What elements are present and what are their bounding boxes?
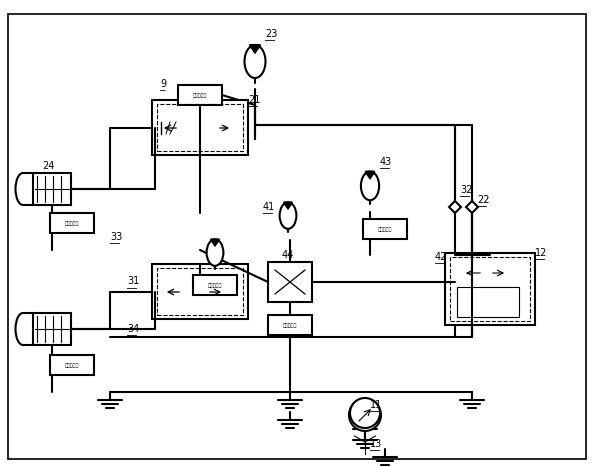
- Bar: [33, 313, 71, 345]
- Text: 43: 43: [380, 157, 392, 167]
- Ellipse shape: [245, 45, 265, 78]
- Circle shape: [349, 399, 381, 431]
- Text: 压力传感器: 压力传感器: [193, 92, 207, 98]
- Text: 压力传感器: 压力传感器: [378, 226, 392, 232]
- Bar: [33, 173, 71, 205]
- Text: 13: 13: [370, 439, 382, 449]
- Text: 21: 21: [248, 95, 261, 105]
- Bar: [193, 275, 237, 295]
- Text: 33: 33: [110, 232, 122, 242]
- Bar: [457, 287, 519, 317]
- Text: 42: 42: [435, 252, 447, 262]
- Text: 压力传感器: 压力传感器: [283, 323, 297, 327]
- Text: 34: 34: [127, 324, 139, 334]
- Bar: [50, 213, 94, 233]
- Polygon shape: [284, 202, 292, 208]
- Bar: [268, 315, 312, 335]
- Polygon shape: [211, 240, 219, 245]
- Polygon shape: [449, 201, 461, 213]
- Text: 压力传感器: 压力传感器: [208, 283, 222, 288]
- Text: 44: 44: [282, 250, 295, 260]
- Text: 22: 22: [477, 195, 490, 205]
- Bar: [363, 219, 407, 239]
- Ellipse shape: [206, 240, 223, 266]
- Text: 9: 9: [160, 79, 166, 89]
- Text: 压力传感器: 压力传感器: [65, 220, 79, 226]
- Bar: [157, 104, 243, 151]
- Circle shape: [350, 398, 380, 428]
- Text: 24: 24: [42, 161, 54, 171]
- Text: 压力传感器: 压力传感器: [65, 362, 79, 368]
- Ellipse shape: [280, 202, 296, 229]
- Bar: [268, 262, 312, 302]
- Polygon shape: [365, 171, 374, 178]
- Bar: [50, 355, 94, 375]
- Bar: [445, 253, 535, 325]
- Bar: [152, 264, 248, 319]
- Bar: [152, 100, 248, 155]
- Text: 31: 31: [127, 276, 139, 286]
- Text: 32: 32: [460, 185, 472, 195]
- Text: 23: 23: [265, 29, 277, 39]
- Text: 41: 41: [263, 202, 275, 212]
- Polygon shape: [250, 45, 260, 52]
- Bar: [157, 268, 243, 315]
- Text: 11: 11: [370, 400, 382, 410]
- Ellipse shape: [361, 171, 379, 200]
- Bar: [450, 257, 530, 321]
- Text: 12: 12: [535, 248, 547, 258]
- Bar: [178, 85, 222, 105]
- Polygon shape: [466, 201, 478, 213]
